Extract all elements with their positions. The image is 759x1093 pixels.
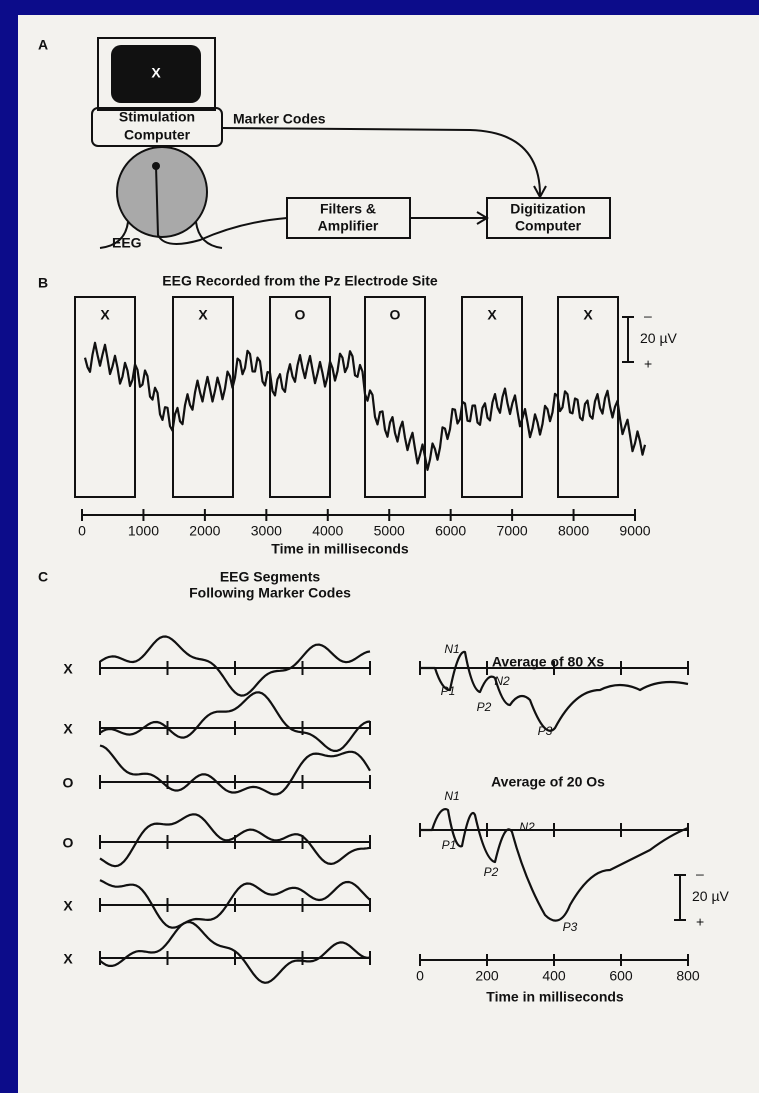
scale-minus: – [696, 866, 704, 882]
segment-label: X [63, 721, 73, 737]
panel-label: C [38, 569, 48, 585]
marker-symbol: O [295, 307, 306, 323]
peak-label: N2 [519, 820, 535, 834]
scale-minus: – [644, 308, 652, 324]
box-text: Stimulation [119, 109, 195, 125]
peak-label: P1 [441, 684, 456, 698]
x-tick-label: 4000 [312, 523, 343, 539]
x-tick-label: 5000 [374, 523, 405, 539]
x-tick-label: 200 [475, 968, 499, 984]
peak-label: N1 [444, 642, 459, 656]
axis-label: Time in milliseconds [486, 989, 624, 1005]
box-text: Computer [124, 127, 191, 143]
x-tick-label: 3000 [251, 523, 282, 539]
segment-label: X [63, 951, 73, 967]
panel-label: A [38, 37, 48, 53]
x-tick-label: 2000 [189, 523, 220, 539]
x-tick-label: 7000 [497, 523, 528, 539]
scale-label: 20 µV [692, 888, 730, 904]
panel-title: EEG Segments [220, 569, 321, 585]
peak-label: P2 [477, 700, 492, 714]
panel-title: Following Marker Codes [189, 585, 351, 601]
x-tick-label: 9000 [619, 523, 650, 539]
marker-symbol: X [198, 307, 208, 323]
axis-label: Time in milliseconds [271, 541, 409, 557]
scale-plus: + [644, 356, 652, 372]
x-tick-label: 400 [542, 968, 566, 984]
x-tick-label: 800 [676, 968, 700, 984]
x-tick-label: 1000 [128, 523, 159, 539]
peak-label: P3 [563, 920, 578, 934]
monitor-symbol: X [151, 65, 161, 81]
marker-symbol: O [390, 307, 401, 323]
eeg-label: EEG [112, 235, 142, 251]
peak-label: N2 [494, 674, 510, 688]
x-tick-label: 8000 [558, 523, 589, 539]
scale-plus: + [696, 914, 704, 930]
marker-symbol: X [100, 307, 110, 323]
marker-symbol: X [487, 307, 497, 323]
panel-label: B [38, 275, 48, 291]
segment-label: X [63, 898, 73, 914]
box-text: Filters & [320, 201, 376, 217]
peak-label: P1 [442, 838, 457, 852]
head [117, 147, 207, 237]
x-tick-label: 0 [78, 523, 86, 539]
peak-label: P2 [484, 865, 499, 879]
panel-title: EEG Recorded from the Pz Electrode Site [162, 273, 438, 289]
segment-label: O [63, 835, 74, 851]
box-text: Amplifier [318, 218, 379, 234]
peak-label: N1 [444, 789, 459, 803]
x-tick-label: 6000 [435, 523, 466, 539]
x-tick-label: 600 [609, 968, 633, 984]
marker-codes: Marker Codes [233, 111, 326, 127]
scale-label: 20 µV [640, 330, 678, 346]
segment-label: X [63, 661, 73, 677]
box-text: Computer [515, 218, 582, 234]
marker-symbol: X [583, 307, 593, 323]
peak-label: P3 [538, 724, 553, 738]
segment-label: O [63, 775, 74, 791]
average-title: Average of 20 Os [491, 774, 605, 790]
figure: A X Stimulation Computer Marker Codes EE… [0, 0, 759, 1093]
box-text: Digitization [510, 201, 585, 217]
x-tick-label: 0 [416, 968, 424, 984]
